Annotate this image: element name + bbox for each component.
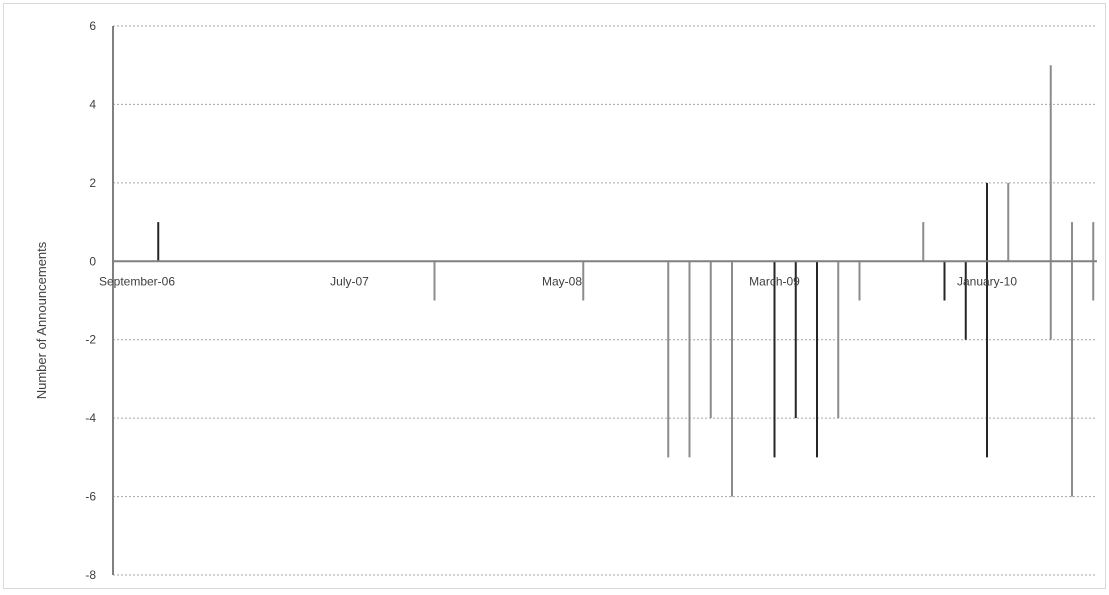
y-tick-label: 4 [89,97,96,111]
x-tick-label: March-09 [749,274,800,288]
axes [112,26,1097,575]
y-tick-label: -6 [85,490,96,504]
gridlines [113,25,1097,576]
y-tick-label: 0 [89,254,96,268]
x-tick-label: January-10 [957,274,1017,288]
bars [157,65,1095,497]
y-axis-title: Number of Announcements [34,241,49,399]
x-tick-label: July-07 [330,274,369,288]
x-tick-label: September-06 [99,274,175,288]
announcements-chart: 6 4 2 0 -2 -4 -6 -8 September-06 July-07 May-08 Ma… [34,19,1097,582]
x-tick-label: May-08 [542,274,582,288]
x-tick-labels: September-06 July-07 May-08 March-09 January… [99,274,1017,288]
y-tick-labels: 6 4 2 0 -2 -4 -6 -8 [85,19,96,582]
y-tick-label: -2 [85,333,96,347]
y-tick-label: -8 [85,568,96,582]
chart-frame: 6 4 2 0 -2 -4 -6 -8 September-06 July-07 May-08 Ma… [3,3,1106,589]
y-tick-label: 2 [89,176,96,190]
y-tick-label: 6 [89,19,96,33]
y-tick-label: -4 [85,411,96,425]
